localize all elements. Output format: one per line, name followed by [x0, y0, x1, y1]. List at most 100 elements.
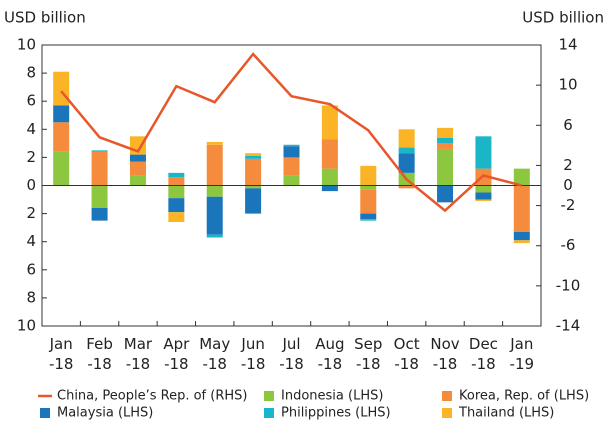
bar-segment: [168, 172, 185, 178]
bar-segment: [398, 185, 415, 189]
bar-segment: [53, 71, 70, 106]
x-tick-label: Mar -18: [124, 335, 153, 373]
y2-tick-label: 2: [563, 156, 573, 174]
bar-segment: [360, 165, 377, 186]
y-tick-label: 10: [17, 317, 36, 335]
bar-segment: [321, 168, 338, 186]
legend-swatch: [40, 408, 50, 418]
y2-tick-label: 0: [563, 176, 573, 194]
y-tick-label: 2: [26, 148, 36, 166]
legend-swatch: [442, 408, 452, 418]
legend-label: Malaysia (LHS): [57, 406, 153, 421]
bar-segment: [206, 141, 223, 145]
bar-segment: [321, 139, 338, 169]
y2-tick-label: 14: [558, 36, 577, 54]
y-tick-label: 4: [26, 120, 36, 138]
bar-segment: [53, 105, 70, 123]
bar-segment: [283, 146, 300, 158]
legend-label: Indonesia (LHS): [281, 389, 383, 404]
x-tick-label: May -18: [199, 335, 230, 373]
y-tick-label: 8: [26, 288, 36, 306]
bar-segment: [129, 154, 146, 162]
legend-swatch: [442, 391, 452, 401]
y-tick-label: 0: [26, 176, 36, 194]
legend-swatch: [264, 391, 274, 401]
y-tick-label: 6: [26, 260, 36, 278]
legend-label: Korea, Rep. of (LHS): [459, 389, 589, 404]
legend-swatch: [264, 408, 274, 418]
bar-segment: [206, 144, 223, 186]
bar-segment: [168, 185, 185, 199]
y-tick-label: 8: [26, 64, 36, 82]
bar-segment: [513, 168, 530, 186]
bar-segment: [475, 136, 492, 169]
bar-segment: [513, 240, 530, 244]
bar-segment: [245, 153, 262, 156]
bar-segment: [283, 175, 300, 186]
y2-tick-label: -2: [561, 196, 576, 214]
y-tick-label: 2: [26, 204, 36, 222]
bar-segment: [129, 175, 146, 186]
bar-segment: [245, 185, 262, 189]
bar-segment: [360, 189, 377, 214]
bar-segment: [475, 185, 492, 193]
bar-segment: [206, 196, 223, 235]
bar-segment: [91, 185, 108, 208]
bar-segment: [360, 185, 377, 190]
bar-segment: [91, 207, 108, 221]
legend-label: China, People’s Rep. of (RHS): [57, 389, 247, 404]
y-axis-label: USD billion: [4, 9, 86, 27]
bar-segment: [475, 199, 492, 201]
x-tick-label: Sep -18: [354, 335, 382, 373]
x-tick-label: Dec -18: [469, 335, 498, 373]
bar-segment: [398, 153, 415, 173]
bar-segment: [437, 137, 454, 144]
x-tick-label: Jan -19: [509, 335, 534, 373]
bar-segment: [360, 213, 377, 220]
bar-segment: [437, 127, 454, 138]
bar-segment: [245, 155, 262, 159]
bar-segment: [283, 144, 300, 147]
y2-tick-label: 6: [563, 116, 573, 134]
bar-segment: [91, 151, 108, 186]
bar-segment: [245, 158, 262, 186]
bar-segment: [437, 148, 454, 186]
bar-segment: [168, 212, 185, 223]
bar-segment: [437, 185, 454, 203]
x-tick-label: Nov -18: [430, 335, 459, 373]
x-tick-label: Feb -18: [86, 335, 113, 373]
bar-segment: [513, 185, 530, 232]
bar-segment: [398, 147, 415, 154]
y-tick-label: 4: [26, 232, 36, 250]
bar-segment: [475, 192, 492, 200]
bar-segment: [53, 151, 70, 186]
legend-label: Philippines (LHS): [281, 406, 391, 421]
bar-segment: [168, 177, 185, 186]
bar-segment: [245, 188, 262, 214]
y2-tick-label: -14: [556, 317, 581, 335]
bar-segment: [513, 231, 530, 241]
legend-label: Thailand (LHS): [458, 406, 554, 421]
bar-segment: [206, 185, 223, 197]
x-tick-label: Oct -18: [394, 335, 420, 373]
x-tick-label: Aug -18: [315, 335, 344, 373]
bar-segment: [91, 150, 108, 152]
bar-segment: [321, 185, 338, 192]
bar-segment: [168, 198, 185, 213]
y2-tick-label: -6: [561, 236, 576, 254]
y2-axis-label: USD billion: [522, 9, 604, 27]
bar-segment: [437, 143, 454, 149]
x-tick-label: Apr -18: [163, 335, 190, 373]
x-tick-label: Jun -18: [240, 335, 265, 373]
bar-segment: [53, 122, 70, 152]
y-tick-label: 6: [26, 92, 36, 110]
bar-segment: [321, 105, 338, 140]
x-tick-label: Jul -18: [279, 335, 304, 373]
bar-segment: [360, 219, 377, 221]
x-tick-label: Jan -18: [49, 335, 74, 373]
bar-segment: [206, 234, 223, 238]
y2-tick-label: -10: [556, 276, 581, 294]
bar-segment: [129, 161, 146, 176]
line-series: [60, 52, 523, 213]
